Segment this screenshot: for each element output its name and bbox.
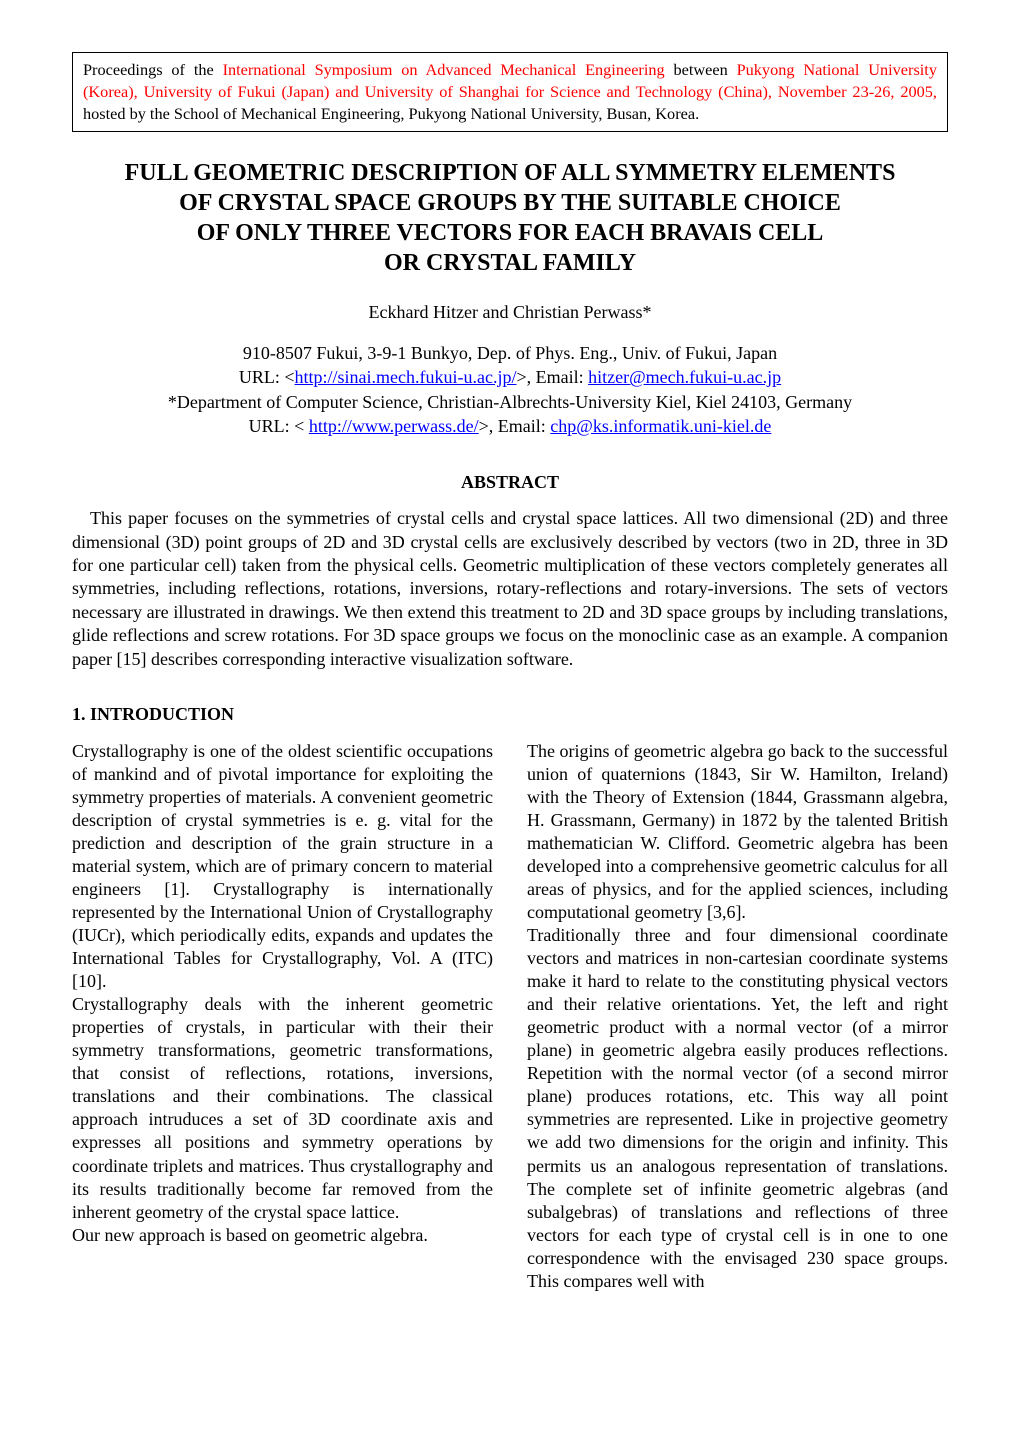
two-column-body: 1. INTRODUCTION Crystallography is one o… xyxy=(72,671,948,1293)
col-right-p1: The origins of geometric algebra go back… xyxy=(527,740,948,924)
authors: Eckhard Hitzer and Christian Perwass* xyxy=(72,302,948,323)
affil-email-link-2[interactable]: chp@ks.informatik.uni-kiel.de xyxy=(550,416,771,436)
col-right-p2: Traditionally three and four dimensional… xyxy=(527,924,948,1293)
affil-email-link-1[interactable]: hitzer@mech.fukui-u.ac.jp xyxy=(588,367,781,387)
affil-url-mid: >, Email: xyxy=(516,367,588,387)
affil-line-4: URL: < http://www.perwass.de/>, Email: c… xyxy=(72,414,948,438)
column-left: 1. INTRODUCTION Crystallography is one o… xyxy=(72,671,493,1293)
header-text-1: Proceedings of the xyxy=(83,60,223,79)
affil-url-prefix: URL: < xyxy=(239,367,295,387)
section-1-heading: 1. INTRODUCTION xyxy=(72,703,493,726)
col-left-p1: Crystallography is one of the oldest sci… xyxy=(72,740,493,993)
header-text-red-1: International Symposium on Advanced Mech… xyxy=(223,60,665,79)
column-right: . The origins of geometric algebra go ba… xyxy=(527,671,948,1293)
affil-line-1: 910-8507 Fukui, 3-9-1 Bunkyo, Dep. of Ph… xyxy=(72,341,948,365)
col-left-p3: Our new approach is based on geometric a… xyxy=(72,1224,493,1247)
affil-url-link-1[interactable]: http://sinai.mech.fukui-u.ac.jp/ xyxy=(295,367,517,387)
title-line-3: OF ONLY THREE VECTORS FOR EACH BRAVAIS C… xyxy=(72,218,948,248)
affil-line-2: URL: <http://sinai.mech.fukui-u.ac.jp/>,… xyxy=(72,365,948,389)
paper-title: FULL GEOMETRIC DESCRIPTION OF ALL SYMMET… xyxy=(72,158,948,278)
title-line-4: OR CRYSTAL FAMILY xyxy=(72,248,948,278)
header-text-red-3: Shanghai for Science and Technology (Chi… xyxy=(459,82,937,101)
abstract-heading: ABSTRACT xyxy=(72,472,948,493)
col-left-p2: Crystallography deals with the inherent … xyxy=(72,993,493,1223)
header-text-2: between xyxy=(665,60,737,79)
page: Proceedings of the International Symposi… xyxy=(0,0,1020,1333)
affil-url-prefix-2: URL: < xyxy=(249,416,309,436)
proceedings-header-box: Proceedings of the International Symposi… xyxy=(72,52,948,132)
abstract-body: This paper focuses on the symmetries of … xyxy=(72,507,948,671)
title-line-1: FULL GEOMETRIC DESCRIPTION OF ALL SYMMET… xyxy=(72,158,948,188)
affil-url-mid-2: >, Email: xyxy=(479,416,551,436)
title-line-2: OF CRYSTAL SPACE GROUPS BY THE SUITABLE … xyxy=(72,188,948,218)
affil-url-link-2[interactable]: http://www.perwass.de/ xyxy=(309,416,479,436)
affiliations: 910-8507 Fukui, 3-9-1 Bunkyo, Dep. of Ph… xyxy=(72,341,948,438)
affil-line-3: *Department of Computer Science, Christi… xyxy=(72,390,948,414)
header-text-3: hosted by the School of Mechanical Engin… xyxy=(83,104,699,123)
